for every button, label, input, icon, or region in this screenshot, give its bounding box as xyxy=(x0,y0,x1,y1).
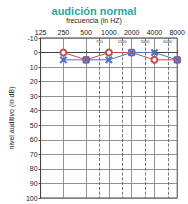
svg-text:125: 125 xyxy=(35,29,47,36)
svg-text:70: 70 xyxy=(30,151,38,158)
svg-text:500: 500 xyxy=(80,29,92,36)
svg-text:90: 90 xyxy=(30,180,38,187)
svg-text:frecuencia (in HZ): frecuencia (in HZ) xyxy=(66,17,122,25)
svg-text:10: 10 xyxy=(30,64,38,71)
svg-text:30: 30 xyxy=(30,93,38,100)
svg-text:4000: 4000 xyxy=(147,29,163,36)
svg-text:100: 100 xyxy=(26,195,38,202)
svg-text:250: 250 xyxy=(58,29,70,36)
svg-text:60: 60 xyxy=(30,136,38,143)
svg-text:1000: 1000 xyxy=(101,29,117,36)
svg-text:20: 20 xyxy=(30,78,38,85)
svg-text:3000: 3000 xyxy=(141,39,151,44)
svg-text:0: 0 xyxy=(34,49,38,56)
svg-text:50: 50 xyxy=(30,122,38,129)
svg-text:-10: -10 xyxy=(27,34,38,42)
svg-text:2000: 2000 xyxy=(124,29,140,36)
svg-text:750: 750 xyxy=(96,39,103,44)
svg-text:40: 40 xyxy=(30,107,38,114)
svg-text:6000: 6000 xyxy=(163,39,173,44)
svg-text:audición normal: audición normal xyxy=(52,5,137,17)
svg-text:80: 80 xyxy=(30,165,38,172)
svg-text:nivel auditivo (in dB): nivel auditivo (in dB) xyxy=(8,86,16,149)
svg-text:1500: 1500 xyxy=(118,39,128,44)
svg-text:8000: 8000 xyxy=(169,29,185,36)
